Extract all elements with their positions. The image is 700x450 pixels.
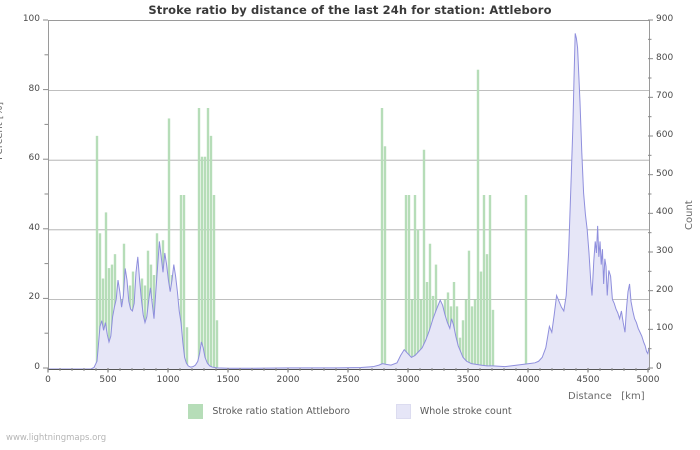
y-axis-right-tick-200: 200	[656, 284, 674, 295]
x-axis-tick-3000: 3000	[396, 375, 420, 385]
y-axis-left-title: Percent [%]	[0, 101, 5, 160]
x-axis-tick-2000: 2000	[276, 375, 300, 385]
legend-swatch-whole-count	[395, 404, 411, 419]
x-axis-tick-4000: 4000	[516, 375, 540, 385]
legend-item-stroke-ratio: Stroke ratio station Attleboro	[188, 404, 350, 419]
area-series-whole-stroke-count	[49, 33, 649, 369]
x-axis-tick-1000: 1000	[156, 375, 180, 385]
y-axis-left-tick-80: 80	[28, 83, 40, 94]
y-axis-right-tick-600: 600	[656, 130, 674, 140]
y-axis-right-tick-500: 500	[656, 168, 674, 179]
y-axis-left-tick-100: 100	[22, 14, 40, 24]
chart-legend: Stroke ratio station Attleboro Whole str…	[0, 404, 700, 419]
y-axis-left-tick-60: 60	[28, 153, 40, 164]
y-axis-right-tick-100: 100	[656, 323, 674, 334]
legend-swatch-stroke-ratio	[188, 404, 204, 419]
x-axis-tick-4500: 4500	[576, 375, 600, 385]
plot-area	[48, 20, 650, 370]
x-axis-tick-1500: 1500	[216, 375, 240, 385]
plot-inner	[49, 21, 649, 369]
legend-label-whole-count: Whole stroke count	[419, 406, 512, 417]
x-axis-title: Distance [km]	[568, 391, 645, 402]
y-axis-right-tick-900: 900	[656, 14, 674, 24]
y-axis-left-tick-20: 20	[28, 292, 40, 303]
y-axis-right-title: Count	[684, 200, 695, 230]
chart-title: Stroke ratio by distance of the last 24h…	[148, 3, 552, 17]
x-axis-tick-500: 500	[99, 375, 117, 385]
x-axis-tick-5000: 5000	[636, 375, 660, 385]
y-axis-right-tick-700: 700	[656, 91, 674, 102]
y-axis-right-tick-0: 0	[656, 362, 662, 372]
legend-label-stroke-ratio: Stroke ratio station Attleboro	[212, 406, 350, 417]
x-axis-tick-3500: 3500	[456, 375, 480, 385]
y-axis-right-tick-400: 400	[656, 207, 674, 218]
footer-watermark: www.lightningmaps.org	[6, 433, 107, 443]
legend-spacer	[350, 411, 396, 412]
y-axis-right-tick-800: 800	[656, 52, 674, 63]
x-axis-tick-2500: 2500	[336, 375, 360, 385]
x-axis-tick-0: 0	[45, 375, 51, 385]
y-axis-left-tick-40: 40	[28, 222, 40, 233]
legend-item-whole-count: Whole stroke count	[395, 404, 512, 419]
y-axis-right-tick-300: 300	[656, 246, 674, 256]
y-axis-left-tick-0: 0	[34, 362, 40, 372]
